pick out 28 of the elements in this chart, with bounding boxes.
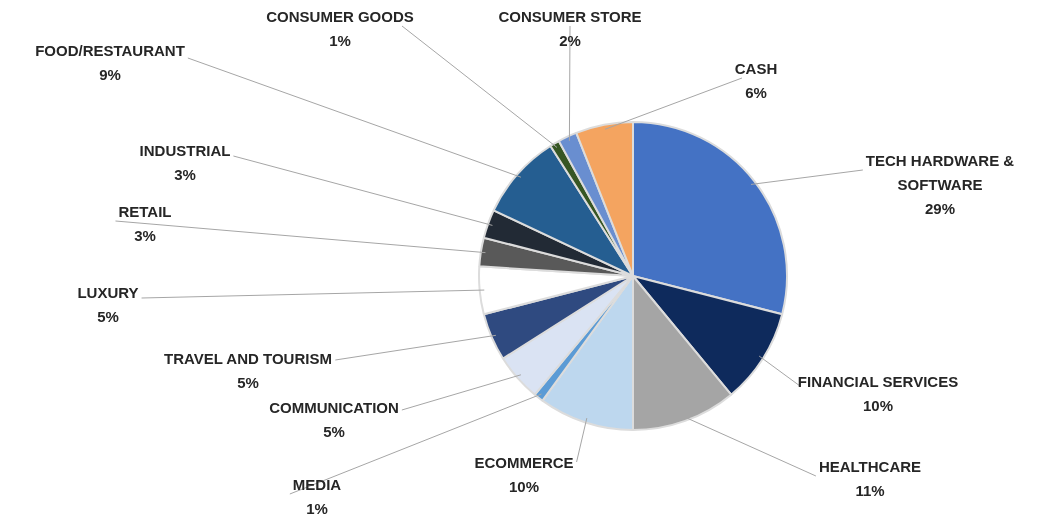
data-label: 5% [97,308,119,326]
data-label: 1% [329,32,351,50]
data-label: 2% [559,32,581,50]
data-label: 3% [174,166,196,184]
data-label: 29% [924,200,956,218]
slice-label: INDUSTRIAL [139,142,231,160]
slice-label: CONSUMER STORE [498,8,642,26]
slice-label: FOOD/RESTAURANT [35,42,185,60]
slice-label: FINANCIAL SERVICES [797,373,959,391]
slice-label: CASH [734,60,778,78]
slice-label: LUXURY [77,284,139,302]
slice-label: HEALTHCARE [818,458,922,476]
slice-label: TRAVEL AND TOURISM [164,350,332,368]
data-label: 9% [99,66,121,84]
data-label: 5% [237,374,259,392]
slice-label: MEDIA [292,476,342,494]
data-label: 6% [745,84,767,102]
data-label: 10% [508,478,540,496]
data-label: 1% [306,500,328,517]
data-label: 3% [134,227,156,245]
slice-label: RETAIL [118,203,172,221]
data-label: 5% [323,423,345,441]
slice-label: CONSUMER GOODS [266,8,414,26]
data-label: 11% [855,482,885,500]
slice-label: COMMUNICATION [269,399,399,417]
slice-label: TECH HARDWARE & SOFTWARE [865,152,1015,194]
slice-label: ECOMMERCE [474,454,574,472]
data-label: 10% [862,397,894,415]
